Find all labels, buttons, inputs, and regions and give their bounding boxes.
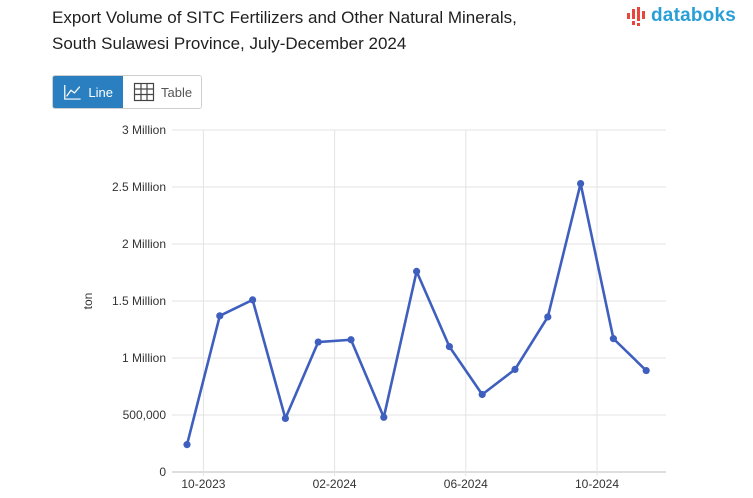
data-point bbox=[642, 366, 650, 375]
y-tick-label: 2.5 Million bbox=[112, 180, 166, 194]
x-tick-label: 02-2024 bbox=[313, 477, 357, 491]
databoks-logo-text: databoks bbox=[651, 5, 737, 26]
data-point bbox=[577, 179, 585, 188]
data-point bbox=[478, 390, 486, 399]
data-point bbox=[445, 343, 453, 351]
data-point bbox=[544, 313, 552, 321]
data-point bbox=[380, 413, 388, 421]
databoks-logo: databoks bbox=[626, 3, 736, 29]
y-tick-label: 1 Million bbox=[122, 351, 166, 365]
x-tick-label: 10-2023 bbox=[181, 477, 225, 491]
data-point bbox=[183, 441, 191, 449]
y-tick-label: 2 Million bbox=[122, 237, 166, 251]
data-point bbox=[249, 296, 257, 304]
data-point bbox=[281, 414, 289, 423]
x-tick-label: 10-2024 bbox=[575, 477, 619, 491]
y-axis-title: ton bbox=[81, 293, 95, 310]
chart-title: Export Volume of SITC Fertilizers and Ot… bbox=[52, 5, 612, 57]
data-point bbox=[314, 338, 322, 346]
line-view-button[interactable]: Line bbox=[53, 76, 123, 108]
data-point bbox=[216, 312, 224, 320]
data-point bbox=[413, 267, 421, 275]
x-tick-label: 06-2024 bbox=[444, 477, 488, 491]
y-tick-label: 1.5 Million bbox=[112, 294, 166, 308]
series-line bbox=[185, 182, 648, 445]
y-tick-label: 500,000 bbox=[123, 408, 167, 422]
data-point bbox=[511, 365, 519, 373]
view-toggle: Line Table bbox=[52, 75, 202, 109]
line-chart-icon bbox=[64, 84, 81, 100]
table-view-button[interactable]: Table bbox=[123, 76, 201, 108]
chart-title-line-1: Export Volume of SITC Fertilizers and Ot… bbox=[52, 8, 517, 27]
y-tick-label: 3 Million bbox=[122, 123, 166, 137]
y-tick-label: 0 bbox=[159, 465, 166, 479]
chart-title-line-2: South Sulawesi Province, July-December 2… bbox=[52, 34, 407, 53]
table-view-label: Table bbox=[161, 84, 193, 100]
table-grid-icon bbox=[133, 82, 155, 102]
line-view-label: Line bbox=[88, 84, 113, 100]
databoks-logo-icon bbox=[627, 7, 645, 26]
data-point bbox=[347, 336, 355, 344]
data-point bbox=[609, 335, 618, 343]
